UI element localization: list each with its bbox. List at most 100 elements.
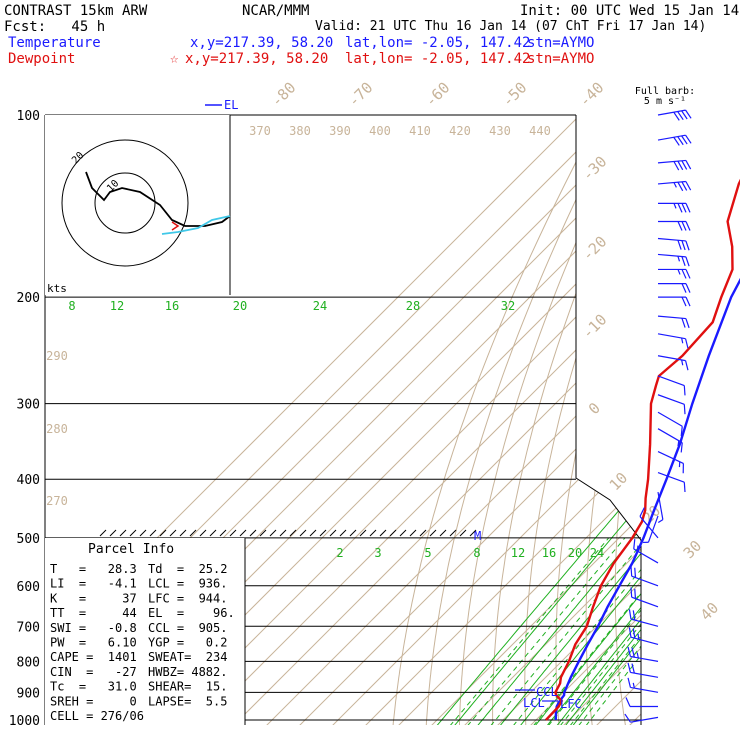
isotherm-line — [456, 115, 641, 725]
wind-barb — [628, 609, 659, 627]
wind-barb — [657, 237, 690, 251]
hatch-mark — [179, 529, 187, 537]
parcel-info-value: T = 28.3 — [50, 562, 137, 576]
isotherm-label: 30 — [680, 537, 706, 563]
dry-adiabat-line — [671, 115, 740, 733]
parcel-panel-bg — [45, 538, 245, 725]
wind-barb — [657, 315, 690, 329]
dewpoint-legend: Dewpoint — [8, 51, 76, 67]
hatch-mark — [309, 529, 317, 537]
hatch-mark — [149, 529, 157, 537]
mixing-ratio-label: 16 — [165, 299, 179, 313]
wind-barb — [657, 451, 684, 474]
frame-right-edge — [575, 115, 642, 725]
hatch-mark — [229, 529, 237, 537]
lfc-marker-label: LFC — [560, 697, 582, 711]
hatch-mark — [239, 529, 247, 537]
parcel-info-value: CIN = -27 — [50, 665, 137, 679]
wind-barb — [639, 507, 659, 539]
hodograph-ring-inner — [94, 172, 156, 234]
hatch-mark — [289, 529, 297, 537]
wind-barb — [658, 296, 691, 307]
pressure-tick-label: 100 — [17, 109, 40, 124]
theta-label: 370 — [249, 124, 271, 138]
wind-barb — [625, 697, 658, 708]
parcel-info-value: EL = 96. — [148, 606, 235, 620]
mixing-ratio-line — [559, 115, 641, 725]
hatch-mark — [139, 529, 147, 537]
theta-label: 400 — [369, 124, 391, 138]
moist-adiabat-line — [554, 537, 641, 725]
theta-label: 390 — [329, 124, 351, 138]
hatch-mark — [189, 529, 197, 537]
wind-barb — [657, 411, 683, 437]
pressure-tick-label: 200 — [17, 291, 40, 306]
mixing-ratio-label: 28 — [406, 299, 420, 313]
parcel-info-value: LFC = 944. — [148, 591, 227, 605]
isotherm-label: -80 — [268, 79, 300, 111]
theta-label: 410 — [409, 124, 431, 138]
isotherm-line — [225, 115, 641, 725]
isotherm-line — [423, 115, 641, 725]
temperature-station: stn=AYMO — [527, 35, 595, 51]
isotherm-line — [655, 102, 740, 733]
pressure-tick-label: 400 — [17, 473, 40, 488]
wind-barb — [657, 253, 690, 267]
parcel-info-value: SHEAR= 15. — [148, 680, 227, 694]
mixing-ratio-label: 3 — [374, 546, 381, 560]
mixing-ratio-line — [566, 115, 641, 725]
init-time: Init: 00 UTC Wed 15 Jan 14 — [520, 3, 740, 19]
pressure-tick-label: 900 — [17, 686, 40, 701]
mixing-ratio-line — [514, 115, 641, 725]
wind-barb — [624, 713, 659, 723]
isotherm-line — [588, 115, 641, 725]
parcel-info-value: CAPE = 1401 — [50, 650, 137, 664]
mixing-ratio-line — [471, 115, 641, 725]
parcel-info-value: K = 37 — [50, 591, 137, 605]
moist-adiabat-line — [580, 537, 641, 725]
wind-barb — [627, 677, 659, 693]
mixing-ratio-lines — [430, 115, 641, 725]
theta-label: 270 — [46, 494, 68, 508]
hatch-mark — [109, 529, 117, 537]
hatch-mark — [419, 529, 427, 537]
temperature-line — [554, 277, 740, 721]
hatch-mark — [399, 529, 407, 537]
hatch-mark — [359, 529, 367, 537]
hatch-mark — [219, 529, 227, 537]
pressure-tick-label: 800 — [17, 655, 40, 670]
wind-barb — [657, 472, 686, 493]
hatch-mark — [299, 529, 307, 537]
mixing-ratio-label: 5 — [424, 546, 431, 560]
isotherm-label: -60 — [422, 79, 454, 111]
moist-adiabat-line — [572, 537, 641, 725]
dry-adiabat-line — [458, 115, 636, 725]
dewpoint-star: ☆ — [170, 51, 179, 67]
valid-time: Valid: 21 UTC Thu 16 Jan 14 (07 ChT Fri … — [315, 19, 707, 34]
parcel-info-value: SWEAT= 234 — [148, 650, 227, 664]
parcel-info-value: TT = 44 — [50, 606, 137, 620]
hatch-mark — [279, 529, 287, 537]
wind-barb — [643, 515, 659, 544]
wind-barb — [633, 539, 659, 564]
hatch-mark — [439, 529, 447, 537]
pressure-tick-label: 500 — [17, 532, 40, 547]
wind-barb — [627, 646, 659, 662]
mixing-ratio-label: 12 — [511, 546, 525, 560]
parcel-info-panel: Parcel Info T = 28.3 Td = 25.2 LI = -4.1 LCL… — [45, 529, 477, 725]
mixing-ratio-line — [529, 115, 641, 725]
dewpoint-line — [545, 178, 740, 721]
theta-label: 420 — [449, 124, 471, 138]
lcl-marker-label: LCL — [523, 696, 545, 710]
pressure-tick-label: 600 — [17, 580, 40, 595]
parcel-info-title: Parcel Info — [88, 542, 174, 557]
mixing-ratio-label: 32 — [501, 299, 515, 313]
pressure-tick-label: 1000 — [9, 714, 40, 729]
wind-barb — [657, 375, 686, 396]
wind-barb — [657, 180, 692, 192]
isotherm-label: -20 — [579, 233, 611, 265]
dry-adiabat-line — [614, 115, 641, 725]
isotherm-label: 10 — [606, 469, 632, 495]
